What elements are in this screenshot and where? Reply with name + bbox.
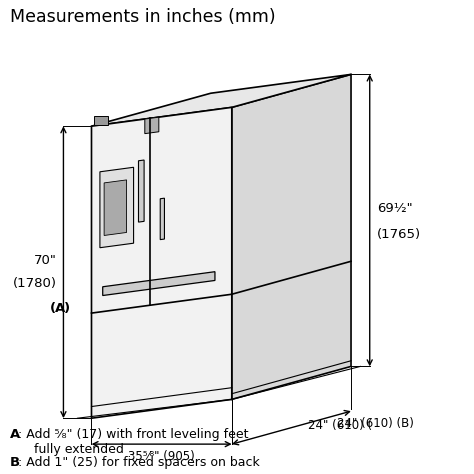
- FancyBboxPatch shape: [94, 116, 108, 125]
- Text: (: (: [50, 302, 56, 316]
- Polygon shape: [100, 167, 134, 248]
- Polygon shape: [91, 74, 351, 126]
- Text: ): ): [64, 302, 70, 316]
- Polygon shape: [103, 272, 215, 295]
- Polygon shape: [104, 180, 127, 236]
- Text: 35⁵⁄⁸" (905): 35⁵⁄⁸" (905): [128, 450, 195, 463]
- Text: B: B: [9, 456, 20, 469]
- Polygon shape: [160, 198, 164, 240]
- Polygon shape: [145, 117, 159, 134]
- Text: 24" (610) (: 24" (610) (: [308, 419, 372, 432]
- Text: A: A: [9, 428, 20, 441]
- Text: : Add 1" (25) for fixed spacers on back: : Add 1" (25) for fixed spacers on back: [18, 456, 260, 469]
- Text: Measurements in inches (mm): Measurements in inches (mm): [9, 9, 275, 27]
- Text: (1780): (1780): [12, 277, 56, 291]
- Polygon shape: [138, 160, 144, 222]
- Text: (1765): (1765): [377, 228, 421, 241]
- Polygon shape: [232, 74, 351, 400]
- Polygon shape: [91, 108, 232, 418]
- Text: A: A: [55, 302, 65, 316]
- Text: 24" (610) (B): 24" (610) (B): [337, 417, 414, 430]
- Text: : Add ⁵⁄₈" (17) with front leveling feet
    fully extended: : Add ⁵⁄₈" (17) with front leveling feet…: [18, 428, 248, 456]
- Text: 69½": 69½": [377, 202, 412, 215]
- Text: 70": 70": [34, 254, 56, 267]
